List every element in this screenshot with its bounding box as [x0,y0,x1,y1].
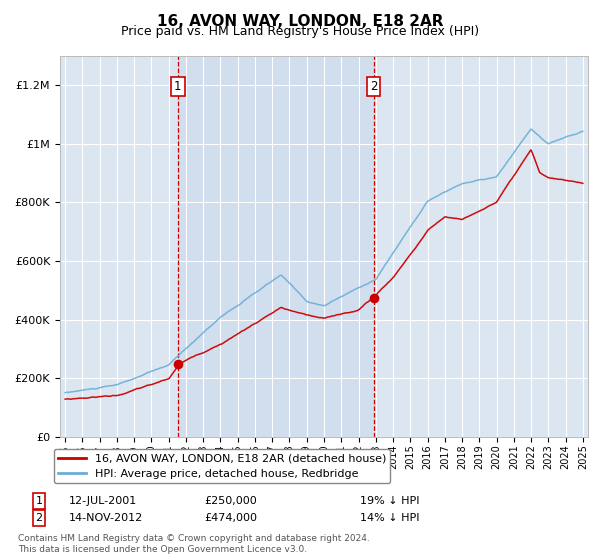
Text: £250,000: £250,000 [204,496,257,506]
Text: This data is licensed under the Open Government Licence v3.0.: This data is licensed under the Open Gov… [18,545,307,554]
Legend: 16, AVON WAY, LONDON, E18 2AR (detached house), HPI: Average price, detached hou: 16, AVON WAY, LONDON, E18 2AR (detached … [53,449,391,483]
Text: Contains HM Land Registry data © Crown copyright and database right 2024.: Contains HM Land Registry data © Crown c… [18,534,370,543]
Text: £474,000: £474,000 [204,513,257,523]
Text: 16, AVON WAY, LONDON, E18 2AR: 16, AVON WAY, LONDON, E18 2AR [157,14,443,29]
Text: 14-NOV-2012: 14-NOV-2012 [69,513,143,523]
Text: 1: 1 [174,80,182,93]
Text: 14% ↓ HPI: 14% ↓ HPI [360,513,419,523]
Text: 1: 1 [35,496,43,506]
Bar [178,56,374,437]
Text: 19% ↓ HPI: 19% ↓ HPI [360,496,419,506]
Text: 12-JUL-2001: 12-JUL-2001 [69,496,137,506]
Text: Price paid vs. HM Land Registry's House Price Index (HPI): Price paid vs. HM Land Registry's House … [121,25,479,38]
Text: 2: 2 [370,80,377,93]
Text: 2: 2 [35,513,43,523]
